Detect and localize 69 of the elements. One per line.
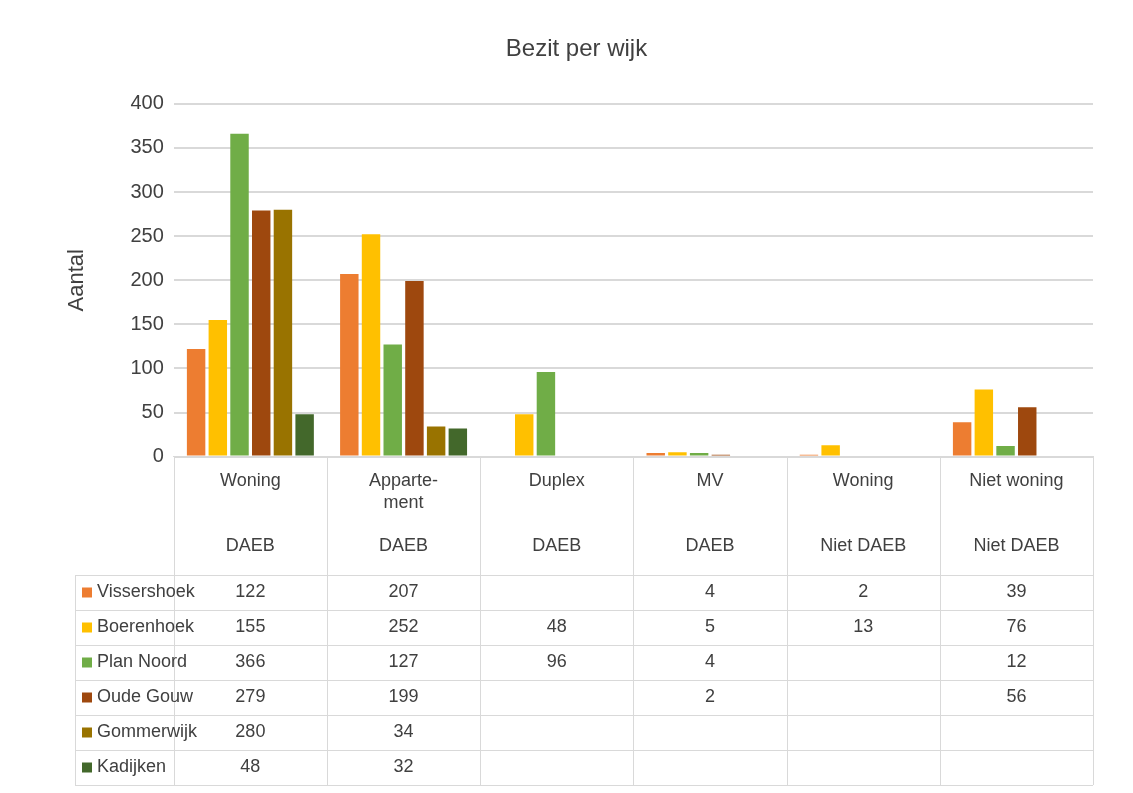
data-label: 4 [704, 581, 715, 602]
data-label: 32 [393, 756, 414, 777]
data-label: 4 [704, 651, 715, 672]
bar [252, 210, 271, 456]
y-tick-label: 300 [130, 179, 164, 202]
category-label: Woning Niet DAEB [820, 470, 907, 556]
bar [515, 414, 534, 456]
y-tick-label: 50 [141, 400, 164, 423]
data-label: 96 [546, 651, 567, 672]
bar [689, 453, 709, 456]
legend-label: Vissershoek [97, 581, 196, 602]
data-label: 122 [235, 581, 266, 602]
data-label: 13 [853, 616, 874, 637]
bar [821, 445, 840, 456]
chart-title: Bezit per wijk [505, 34, 649, 62]
bar [952, 422, 972, 456]
y-axis-title: Aantal [63, 249, 89, 312]
data-label: 48 [546, 616, 567, 637]
data-label: 76 [1006, 616, 1027, 637]
data-label: 34 [393, 721, 414, 742]
category-label: Apparte- ment DAEB [369, 470, 439, 556]
bar [361, 234, 381, 456]
legend-label: Gommerwijk [97, 721, 198, 742]
bar [448, 428, 468, 456]
y-tick-label: 400 [130, 91, 164, 114]
bar [295, 414, 314, 456]
data-label: 127 [388, 651, 419, 672]
y-tick-label: 250 [130, 223, 164, 246]
data-label: 2 [858, 581, 869, 602]
bar [536, 371, 556, 456]
data-label: 155 [235, 616, 266, 637]
data-label: 252 [388, 616, 419, 637]
data-label: 48 [240, 756, 261, 777]
bar [996, 446, 1015, 456]
bar [426, 426, 446, 456]
bar [1018, 407, 1037, 456]
legend-label: Kadijken [97, 756, 167, 777]
bar [230, 133, 249, 456]
data-label: 12 [1006, 651, 1027, 672]
data-label: 280 [235, 721, 266, 742]
y-tick-label: 350 [130, 135, 164, 158]
legend-label: Boerenhoek [97, 616, 196, 637]
data-label: 39 [1006, 581, 1027, 602]
data-label: 366 [235, 651, 266, 672]
y-tick-label: 0 [152, 444, 164, 467]
data-label: 207 [388, 581, 419, 602]
category-label: MV DAEB [685, 470, 735, 556]
data-label: 2 [704, 686, 715, 707]
bar [340, 274, 359, 456]
y-tick-label: 150 [130, 311, 164, 334]
legend-label: Oude Gouw [97, 686, 195, 707]
bar [405, 281, 424, 456]
data-label: 199 [388, 686, 419, 707]
category-label: Woning DAEB [220, 470, 281, 556]
data-label: 279 [235, 686, 266, 707]
data-label: 5 [704, 616, 715, 637]
bar [646, 453, 665, 456]
data-label: 56 [1006, 686, 1027, 707]
y-tick-label: 100 [130, 355, 164, 378]
bar [186, 349, 206, 456]
bar [974, 389, 994, 456]
bar [668, 452, 687, 456]
category-label: Niet woning Niet DAEB [969, 470, 1064, 556]
bar [383, 344, 402, 456]
legend-label: Plan Noord [97, 651, 188, 672]
category-label: Duplex DAEB [528, 470, 585, 556]
bar [208, 319, 228, 456]
y-tick-label: 200 [130, 267, 164, 290]
bar [273, 209, 293, 456]
